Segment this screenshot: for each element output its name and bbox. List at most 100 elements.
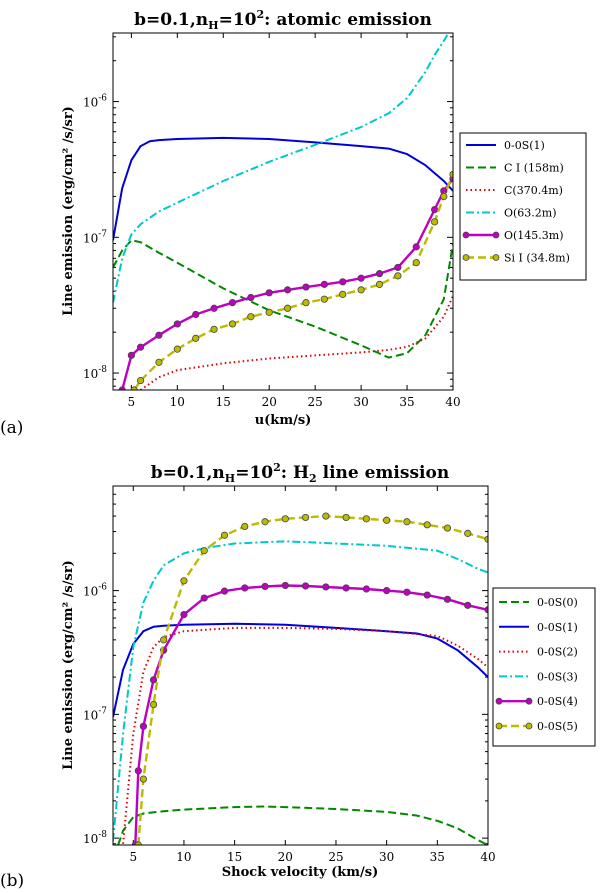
panel-b-ytick-label: 10-6: [83, 583, 107, 599]
series-0-0s-5-point: [443, 524, 452, 532]
legend-0-0s-5-marker: [495, 722, 503, 730]
panel-a-ytick-label: 10-6: [83, 94, 107, 110]
series-o-145-3m-point: [339, 278, 347, 286]
series-0-0s-4-point: [362, 585, 370, 593]
series-0-0s-4-point: [261, 582, 269, 591]
panel-b-h2-line-emission: b=0.1,nH=102: H2 line emission 5 10 15 20 25…: [0, 461, 596, 891]
series-0-0s-4-point: [220, 587, 229, 595]
series-0-0s-5-point: [362, 515, 370, 523]
series-0-0s-4-point: [301, 582, 310, 590]
series-0-0s-4-point: [180, 610, 188, 619]
panel-b-title: b=0.1,nH=102: H2 line emission: [151, 461, 449, 485]
panel-b-ylabel: Line emission (erg/cm² /s/sr): [61, 560, 76, 770]
panel-a-xlabel: u(km/s): [255, 413, 312, 428]
series-0-0s-5-line: [137, 514, 488, 845]
panel-a-atomic-emission: b=0.1,nH=102: atomic emission 5 10 15 20 25 3…: [0, 8, 587, 438]
legend-o-145-3m-label: O(145.3m): [504, 229, 564, 242]
legend-si-i-34-8m-label: Si I (34.8m): [504, 252, 570, 265]
series-o-145-3m-point: [136, 343, 145, 351]
series-si-i-34-8m-point: [302, 299, 310, 307]
panel-b-xtick-label: 30: [379, 850, 394, 864]
panel-b-xtick-label: 25: [328, 850, 343, 864]
series-si-i-34-8m-point: [394, 272, 402, 280]
legend-0-0s-4-marker: [525, 697, 533, 705]
panel-a-xtick-label: 25: [308, 395, 323, 409]
legend-si-i-34-8m-marker: [462, 254, 470, 261]
panel-a-legend-box: [459, 132, 587, 281]
panel-a-legend: 0-0S(1) C I (158m) C(370.4m) O(63.2m) O(145.…: [459, 132, 587, 281]
series-si-i-34-8m-point: [173, 345, 181, 353]
panel-b-xlabel: Shock velocity (km/s): [222, 865, 378, 880]
series-si-i-34-8m-point: [228, 320, 237, 328]
panel-b-ytick-label: 10-8: [83, 830, 107, 846]
series-si-i-34-8m-point: [155, 358, 163, 366]
panel-b-xtick-label: 35: [430, 850, 445, 864]
panel-a-xtick-label: 30: [353, 395, 368, 409]
series-si-i-34-8m-point: [339, 290, 347, 298]
panel-a-frame: [112, 32, 454, 391]
series-0-0s-5-point: [200, 547, 208, 555]
series-o-145-3m-point: [173, 320, 181, 328]
series-0-0s-5-point: [220, 531, 229, 539]
legend-0-0s-5-label: 0-0S(5): [537, 720, 578, 733]
panel-a-xtick-label: 40: [445, 395, 460, 409]
series-c-i-158m-line: [113, 239, 453, 359]
panel-b-label: (b): [0, 871, 24, 891]
series-si-i-34-8m-point: [210, 325, 218, 333]
legend-0-0s-3-label: 0-0S(3): [537, 670, 578, 683]
panel-a-ytick-label: 10-8: [83, 365, 107, 381]
series-c-370-4m-line: [140, 295, 453, 390]
series-0-0s-5-point: [342, 513, 350, 522]
legend-o-145-3m-marker: [462, 231, 470, 239]
panel-a-label: (a): [0, 418, 23, 438]
series-o-145-3m-line: [121, 178, 453, 390]
series-0-0s-5-point: [180, 577, 188, 585]
series-si-i-34-8m-point: [431, 218, 439, 226]
series-0-0s-4-point: [241, 584, 249, 592]
series-0-0s-4-point: [281, 581, 289, 590]
series-o-145-3m-point: [247, 293, 255, 302]
series-0-0s-4-point: [139, 722, 148, 730]
panel-b-frame: [112, 485, 489, 846]
panel-b-ytick-label: 10-7: [83, 706, 107, 722]
legend-o-145-3m-marker: [492, 231, 500, 239]
panel-a-xtick-label: 15: [216, 395, 231, 409]
panel-a-xtick-label: 5: [128, 395, 136, 409]
series-si-i-34-8m-point: [320, 295, 328, 303]
series-o-145-3m-point: [394, 263, 402, 272]
panel-b-ticks: 5 10 15 20 25 30 35 40 10-8 10-7 10-6: [83, 485, 496, 864]
series-si-i-34-8m-point: [136, 376, 145, 385]
series-0-0s-5-point: [149, 700, 158, 709]
series-o-145-3m-point: [302, 283, 310, 291]
panel-b-legend-box: [492, 587, 596, 747]
series-o-145-3m-point: [265, 289, 273, 297]
series-o-145-3m-point: [192, 310, 200, 319]
series-0-0s-5-point: [241, 522, 249, 531]
series-0-0s-5-point: [383, 516, 391, 524]
series-0-0s-2-line: [122, 626, 488, 844]
series-o-145-3m-point: [431, 205, 439, 214]
series-si-i-34-8m-line: [133, 174, 453, 390]
legend-0-0s-1-label: 0-0S(1): [504, 139, 545, 152]
panel-a-title: b=0.1,nH=102: atomic emission: [134, 8, 432, 32]
legend-0-0s-1-label: 0-0S(1): [537, 621, 578, 634]
legend-0-0s-5-marker: [525, 722, 533, 730]
series-o-145-3m-point: [228, 299, 237, 307]
series-si-i-34-8m-point: [440, 192, 448, 201]
series-0-0s-5-point: [423, 521, 431, 529]
series-o-145-3m-point: [210, 304, 218, 312]
series-si-i-34-8m-point: [265, 308, 273, 316]
panel-b-xtick-label: 20: [278, 850, 293, 864]
panel-b-xtick-label: 15: [227, 850, 242, 864]
series-0-0s-4-point: [423, 591, 431, 599]
series-si-i-34-8m-point: [283, 304, 292, 312]
series-si-i-34-8m-point: [192, 334, 200, 342]
panel-b-xtick-label: 10: [176, 850, 191, 864]
series-0-0s-5-point: [322, 512, 330, 520]
series-o-63-2m-line: [113, 33, 450, 303]
series-o-145-3m-point: [412, 243, 420, 251]
legend-c-370-4m-label: C(370.4m): [504, 184, 563, 197]
series-si-i-34-8m-point: [247, 313, 255, 321]
series-0-0s-4-point: [322, 583, 330, 591]
